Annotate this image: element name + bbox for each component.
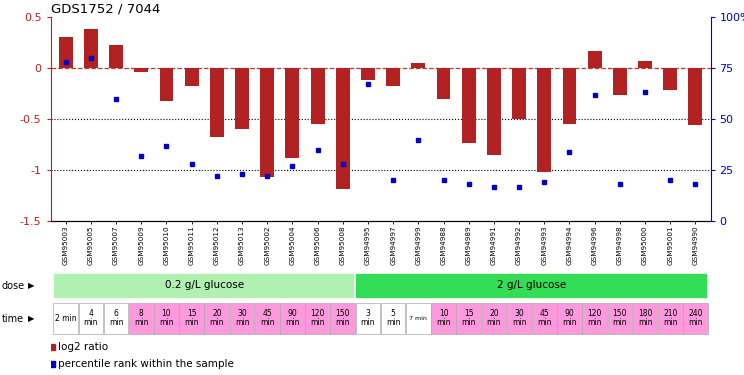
Text: 30
min: 30 min bbox=[235, 309, 249, 327]
Text: 7 min: 7 min bbox=[409, 316, 427, 321]
FancyBboxPatch shape bbox=[179, 303, 204, 334]
Bar bbox=[462, 68, 475, 142]
FancyBboxPatch shape bbox=[658, 303, 682, 334]
Text: 120
min: 120 min bbox=[588, 309, 602, 327]
Text: ▶: ▶ bbox=[28, 314, 35, 323]
Text: 20
min: 20 min bbox=[210, 309, 224, 327]
Text: GDS1752 / 7044: GDS1752 / 7044 bbox=[51, 3, 160, 16]
Bar bbox=[260, 68, 274, 177]
FancyBboxPatch shape bbox=[230, 303, 254, 334]
Bar bbox=[59, 38, 73, 68]
Text: 2 min: 2 min bbox=[55, 314, 77, 322]
Text: 120
min: 120 min bbox=[310, 309, 325, 327]
Bar bbox=[588, 51, 602, 68]
Text: 15
min: 15 min bbox=[185, 309, 199, 327]
Text: dose: dose bbox=[1, 281, 25, 291]
Text: 90
min: 90 min bbox=[285, 309, 300, 327]
Text: 15
min: 15 min bbox=[461, 309, 476, 327]
Bar bbox=[638, 61, 652, 68]
Text: 45
min: 45 min bbox=[260, 309, 275, 327]
Text: ▶: ▶ bbox=[28, 281, 35, 290]
Text: 4
min: 4 min bbox=[83, 309, 98, 327]
FancyBboxPatch shape bbox=[683, 303, 708, 334]
FancyBboxPatch shape bbox=[532, 303, 557, 334]
Bar bbox=[537, 68, 551, 172]
Text: 2 g/L glucose: 2 g/L glucose bbox=[497, 280, 566, 290]
FancyBboxPatch shape bbox=[356, 303, 380, 334]
Text: 8
min: 8 min bbox=[134, 309, 149, 327]
FancyBboxPatch shape bbox=[456, 303, 481, 334]
Text: 0.2 g/L glucose: 0.2 g/L glucose bbox=[164, 280, 244, 290]
FancyBboxPatch shape bbox=[54, 303, 78, 334]
Text: 45
min: 45 min bbox=[537, 309, 551, 327]
Bar bbox=[562, 68, 577, 124]
Bar bbox=[411, 63, 426, 68]
Text: 10
min: 10 min bbox=[159, 309, 173, 327]
Text: time: time bbox=[1, 314, 24, 324]
Text: 150
min: 150 min bbox=[336, 309, 350, 327]
FancyBboxPatch shape bbox=[103, 303, 129, 334]
Bar bbox=[437, 68, 450, 99]
Bar bbox=[109, 45, 123, 68]
FancyBboxPatch shape bbox=[557, 303, 582, 334]
Bar bbox=[235, 68, 249, 129]
Bar bbox=[386, 68, 400, 86]
FancyBboxPatch shape bbox=[356, 273, 708, 298]
Text: 210
min: 210 min bbox=[663, 309, 678, 327]
Text: 240
min: 240 min bbox=[688, 309, 702, 327]
Text: percentile rank within the sample: percentile rank within the sample bbox=[58, 359, 234, 369]
FancyBboxPatch shape bbox=[406, 303, 431, 334]
FancyBboxPatch shape bbox=[583, 303, 607, 334]
FancyBboxPatch shape bbox=[205, 303, 229, 334]
Text: 3
min: 3 min bbox=[361, 309, 375, 327]
FancyBboxPatch shape bbox=[129, 303, 153, 334]
FancyBboxPatch shape bbox=[381, 303, 405, 334]
Text: 180
min: 180 min bbox=[638, 309, 652, 327]
Text: 90
min: 90 min bbox=[562, 309, 577, 327]
FancyBboxPatch shape bbox=[79, 303, 103, 334]
FancyBboxPatch shape bbox=[280, 303, 305, 334]
Text: 20
min: 20 min bbox=[487, 309, 501, 327]
Bar bbox=[512, 68, 526, 119]
FancyBboxPatch shape bbox=[507, 303, 531, 334]
Bar bbox=[336, 68, 350, 189]
Bar bbox=[159, 68, 173, 100]
Bar bbox=[613, 68, 626, 94]
FancyBboxPatch shape bbox=[53, 273, 356, 298]
FancyBboxPatch shape bbox=[608, 303, 632, 334]
Text: 10
min: 10 min bbox=[436, 309, 451, 327]
Text: 30
min: 30 min bbox=[512, 309, 526, 327]
Bar bbox=[361, 68, 375, 80]
Bar bbox=[185, 68, 199, 86]
Bar bbox=[286, 68, 299, 158]
Bar bbox=[84, 29, 97, 68]
FancyBboxPatch shape bbox=[432, 303, 456, 334]
Bar bbox=[688, 68, 702, 125]
FancyBboxPatch shape bbox=[305, 303, 330, 334]
FancyBboxPatch shape bbox=[255, 303, 280, 334]
Text: 5
min: 5 min bbox=[386, 309, 400, 327]
Bar bbox=[135, 68, 148, 72]
Bar bbox=[664, 68, 677, 90]
FancyBboxPatch shape bbox=[481, 303, 506, 334]
Text: 150
min: 150 min bbox=[612, 309, 627, 327]
FancyBboxPatch shape bbox=[154, 303, 179, 334]
Bar bbox=[311, 68, 324, 124]
Text: log2 ratio: log2 ratio bbox=[58, 342, 108, 352]
FancyBboxPatch shape bbox=[632, 303, 658, 334]
Text: 6
min: 6 min bbox=[109, 309, 124, 327]
FancyBboxPatch shape bbox=[330, 303, 355, 334]
Bar bbox=[487, 68, 501, 155]
Bar bbox=[210, 68, 224, 138]
